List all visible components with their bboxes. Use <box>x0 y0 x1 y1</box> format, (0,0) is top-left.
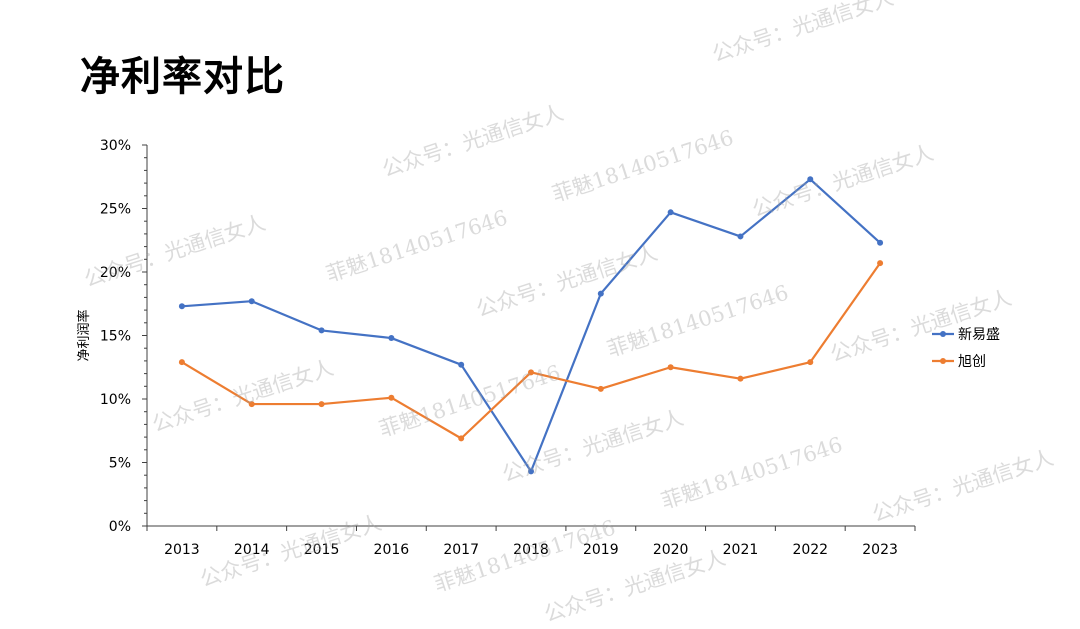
data-point <box>667 364 674 371</box>
y-axis-title: 净利润率 <box>76 309 92 361</box>
legend-marker <box>940 358 946 364</box>
x-tick-label: 2021 <box>723 542 759 558</box>
y-tick-label: 20% <box>100 265 131 281</box>
x-tick-label: 2020 <box>653 542 689 558</box>
legend-marker <box>940 331 946 337</box>
data-point <box>178 303 185 310</box>
data-point <box>807 359 814 366</box>
legend-label: 新易盛 <box>958 327 1000 343</box>
x-tick-label: 2019 <box>583 542 619 558</box>
data-point <box>318 401 325 408</box>
x-tick-label: 2013 <box>164 542 200 558</box>
y-tick-label: 30% <box>100 138 131 154</box>
data-point <box>388 335 395 342</box>
data-point <box>528 369 534 376</box>
data-point <box>528 468 534 475</box>
y-tick-label: 10% <box>100 392 131 408</box>
y-tick-label: 25% <box>100 202 131 218</box>
x-tick-label: 2022 <box>792 542 828 558</box>
x-tick-label: 2017 <box>443 542 479 558</box>
data-point <box>667 209 674 216</box>
y-tick-label: 0% <box>109 519 131 535</box>
data-point <box>807 176 814 183</box>
data-point <box>877 239 884 246</box>
y-tick-label: 5% <box>109 456 131 472</box>
series-line-0 <box>181 178 881 473</box>
data-point <box>597 290 604 297</box>
data-point <box>388 394 395 401</box>
data-point <box>458 435 465 442</box>
data-point <box>318 327 325 334</box>
series-line-1 <box>181 262 881 440</box>
net-margin-line-chart: 0% 5% 10% 15% 20% 25% 30% 2013 2014 2015 2016 2017 2… <box>76 138 1000 558</box>
data-point <box>597 385 604 392</box>
data-point <box>248 298 255 305</box>
data-point <box>248 401 255 408</box>
y-tick-label: 15% <box>100 329 131 345</box>
x-tick-label: 2016 <box>374 542 410 558</box>
data-point <box>737 233 744 240</box>
x-tick-label: 2014 <box>234 542 270 558</box>
data-point <box>178 359 185 366</box>
data-point <box>737 375 744 382</box>
x-tick-label: 2018 <box>513 542 549 558</box>
page-title: 净利率对比 <box>80 54 285 100</box>
legend-label: 旭创 <box>958 354 986 370</box>
x-tick-label: 2023 <box>862 542 898 558</box>
series-layer <box>178 176 884 475</box>
data-point <box>877 260 884 267</box>
axes: 0% 5% 10% 15% 20% 25% 30% 2013 2014 2015 2016 2017 2… <box>76 138 916 558</box>
x-tick-label: 2015 <box>304 542 340 558</box>
data-point <box>458 361 465 368</box>
